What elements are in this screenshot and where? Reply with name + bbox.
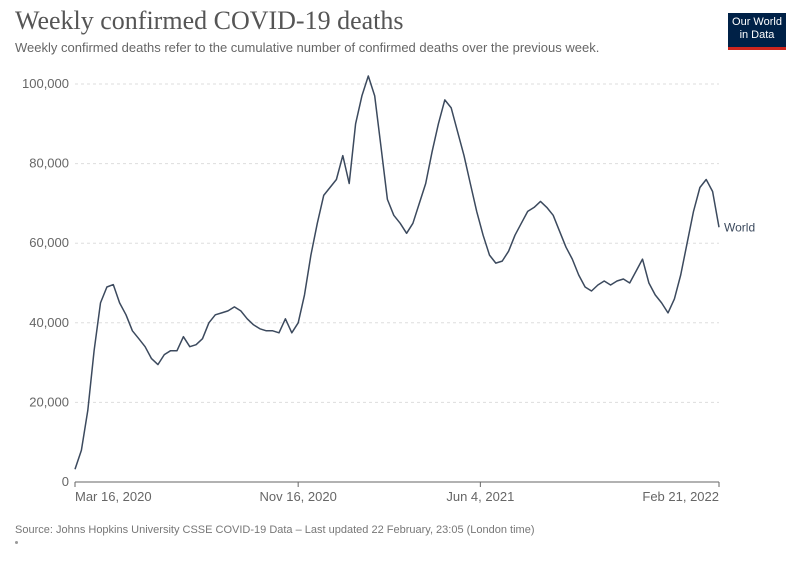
chart-title: Weekly confirmed COVID-19 deaths <box>15 6 404 35</box>
x-axis: Mar 16, 2020 Nov 16, 2020 Jun 4, 2021 Feb 2… <box>74 481 720 504</box>
y-axis: 0 20,000 40,000 60,000 80,000 100,000 <box>22 76 69 489</box>
logo-line-2: in Data <box>739 29 775 41</box>
y-tick-label: 60,000 <box>29 235 69 250</box>
y-tick-label: 80,000 <box>29 156 69 171</box>
x-tick-label: Nov 16, 2020 <box>259 489 336 504</box>
gridlines <box>75 83 719 403</box>
logo-accent-bar <box>728 47 786 50</box>
source-note: Source: Johns Hopkins University CSSE CO… <box>15 524 535 536</box>
series-group: World <box>74 75 755 470</box>
owid-logo[interactable]: Our World in Data <box>728 13 786 50</box>
x-tick-label: Jun 4, 2021 <box>446 489 514 504</box>
x-tick-label: Mar 16, 2020 <box>75 489 152 504</box>
line-chart: 0 20,000 40,000 60,000 80,000 100,000 Mar 16,… <box>22 75 755 504</box>
logo-line-1: Our World <box>732 16 782 28</box>
series-label-world: World <box>724 220 755 234</box>
chart-subtitle: Weekly confirmed deaths refer to the cum… <box>15 40 600 55</box>
x-tick-label: Feb 21, 2022 <box>642 489 719 504</box>
y-tick-label: 20,000 <box>29 394 69 409</box>
series-line-world <box>74 75 720 470</box>
y-tick-label: 100,000 <box>22 76 69 91</box>
y-tick-label: 0 <box>62 474 69 489</box>
footer-dot <box>15 541 18 544</box>
y-tick-label: 40,000 <box>29 315 69 330</box>
